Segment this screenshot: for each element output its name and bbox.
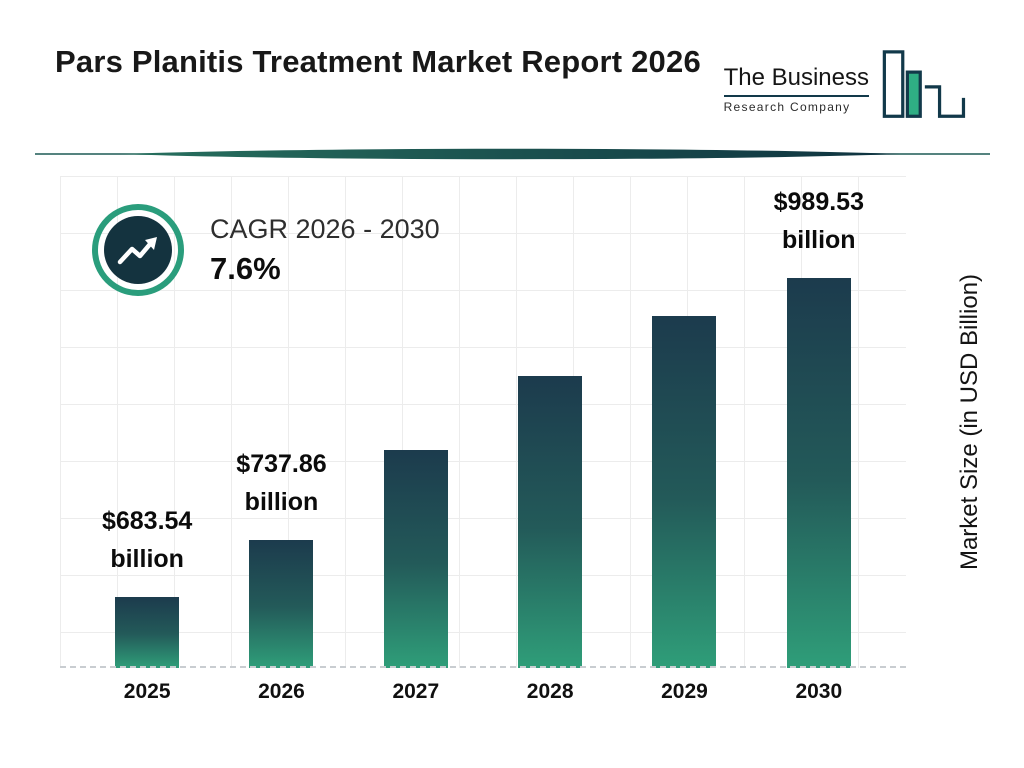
logo-text-primary: The Business bbox=[723, 64, 869, 97]
x-axis-tick: 2026 bbox=[258, 680, 305, 703]
x-axis-tick: 2027 bbox=[392, 680, 440, 703]
bar bbox=[786, 278, 851, 668]
baseline-dashed bbox=[60, 666, 906, 668]
chart: CAGR 2026 - 2030 7.6% $683.54 billion $7… bbox=[60, 176, 994, 704]
bar-value-label: $989.53 billion bbox=[774, 183, 864, 261]
bar bbox=[383, 450, 448, 668]
logo-text: The Business Research Company bbox=[723, 64, 869, 114]
bar-group bbox=[349, 450, 483, 668]
cagr-label: CAGR 2026 - 2030 bbox=[210, 213, 440, 244]
plot-area: CAGR 2026 - 2030 7.6% $683.54 billion $7… bbox=[60, 176, 906, 668]
cagr-value: 7.6% bbox=[210, 250, 281, 286]
x-axis-tick: 2029 bbox=[661, 680, 708, 703]
bar bbox=[249, 540, 314, 668]
x-axis-tick: 2030 bbox=[795, 680, 843, 703]
bar-value-text: $737.86 bbox=[236, 449, 327, 478]
bar-unit-text: billion bbox=[781, 226, 856, 255]
bar-group: $989.53 billion bbox=[752, 183, 886, 668]
bars-row: $683.54 billion $737.86 billion $989.53 … bbox=[60, 183, 906, 668]
bar-unit-text: billion bbox=[110, 545, 184, 574]
bar-value-label: $683.54 billion bbox=[102, 502, 192, 580]
bar-group: $737.86 billion bbox=[214, 445, 348, 668]
x-axis-tick: 2025 bbox=[123, 680, 171, 703]
header: Pars Planitis Treatment Market Report 20… bbox=[0, 0, 1024, 124]
bar-group bbox=[483, 376, 617, 668]
bar bbox=[518, 376, 583, 668]
cagr-text: CAGR 2026 - 2030 7.6% bbox=[210, 214, 440, 287]
bar-unit-text: billion bbox=[244, 488, 319, 517]
bar-group: $683.54 billion bbox=[80, 502, 214, 668]
x-axis-tick: 2028 bbox=[526, 680, 574, 703]
bar bbox=[652, 316, 717, 668]
x-axis: 2025 2026 2027 2028 2029 2030 bbox=[60, 680, 906, 704]
page-title: Pars Planitis Treatment Market Report 20… bbox=[55, 44, 701, 79]
divider bbox=[35, 148, 990, 160]
bar-group bbox=[617, 316, 751, 668]
logo: The Business Research Company bbox=[723, 46, 969, 124]
logo-text-secondary: Research Company bbox=[723, 100, 851, 114]
trend-arrow-icon bbox=[92, 204, 184, 296]
y-axis-label: Market Size (in USD Billion) bbox=[956, 273, 983, 571]
bar bbox=[115, 597, 180, 668]
cagr-badge: CAGR 2026 - 2030 7.6% bbox=[90, 202, 440, 298]
bar-value-text: $683.54 bbox=[101, 506, 193, 535]
bar-value-label: $737.86 billion bbox=[236, 445, 326, 523]
logo-bar-chart-icon bbox=[882, 50, 966, 118]
bar-value-text: $989.53 bbox=[773, 187, 864, 216]
